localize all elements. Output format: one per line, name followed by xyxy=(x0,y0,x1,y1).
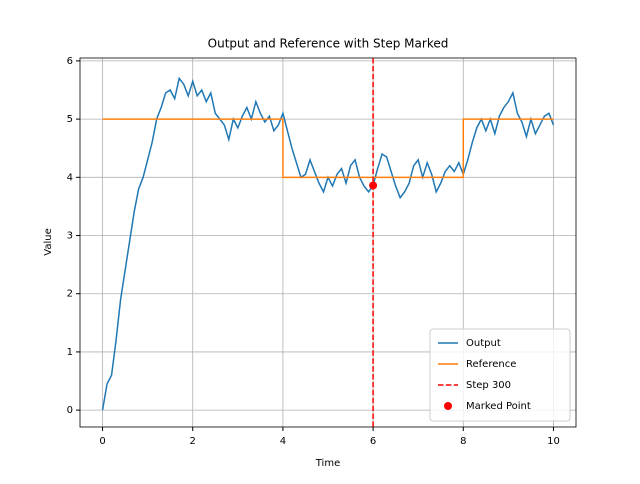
y-tick-label: 6 xyxy=(67,56,73,67)
x-tick-label: 4 xyxy=(280,436,286,447)
legend-box xyxy=(429,328,571,422)
x-axis-label: Time xyxy=(315,458,340,469)
legend-label: Output xyxy=(466,338,501,349)
chart-title: Output and Reference with Step Marked xyxy=(208,37,449,51)
point xyxy=(369,181,378,190)
y-tick-label: 1 xyxy=(67,347,73,358)
y-tick-label: 3 xyxy=(67,231,73,242)
y-tick-label: 4 xyxy=(67,172,73,183)
x-tick-label: 2 xyxy=(190,436,196,447)
legend-label: Step 300 xyxy=(466,380,511,391)
legend-label: Marked Point xyxy=(466,401,531,412)
x-tick-label: 10 xyxy=(547,436,560,447)
x-tick-label: 6 xyxy=(370,436,376,447)
y-tick-label: 0 xyxy=(67,405,73,416)
axes-frame xyxy=(79,57,577,428)
x-tick-label: 0 xyxy=(99,436,105,447)
legend-label: Reference xyxy=(466,359,516,370)
x-tick-label: 8 xyxy=(460,436,466,447)
y-tick-label: 2 xyxy=(67,289,73,300)
legend-marker xyxy=(444,402,452,410)
y-axis-label: Value xyxy=(43,228,54,255)
y-tick-label: 5 xyxy=(67,114,73,125)
